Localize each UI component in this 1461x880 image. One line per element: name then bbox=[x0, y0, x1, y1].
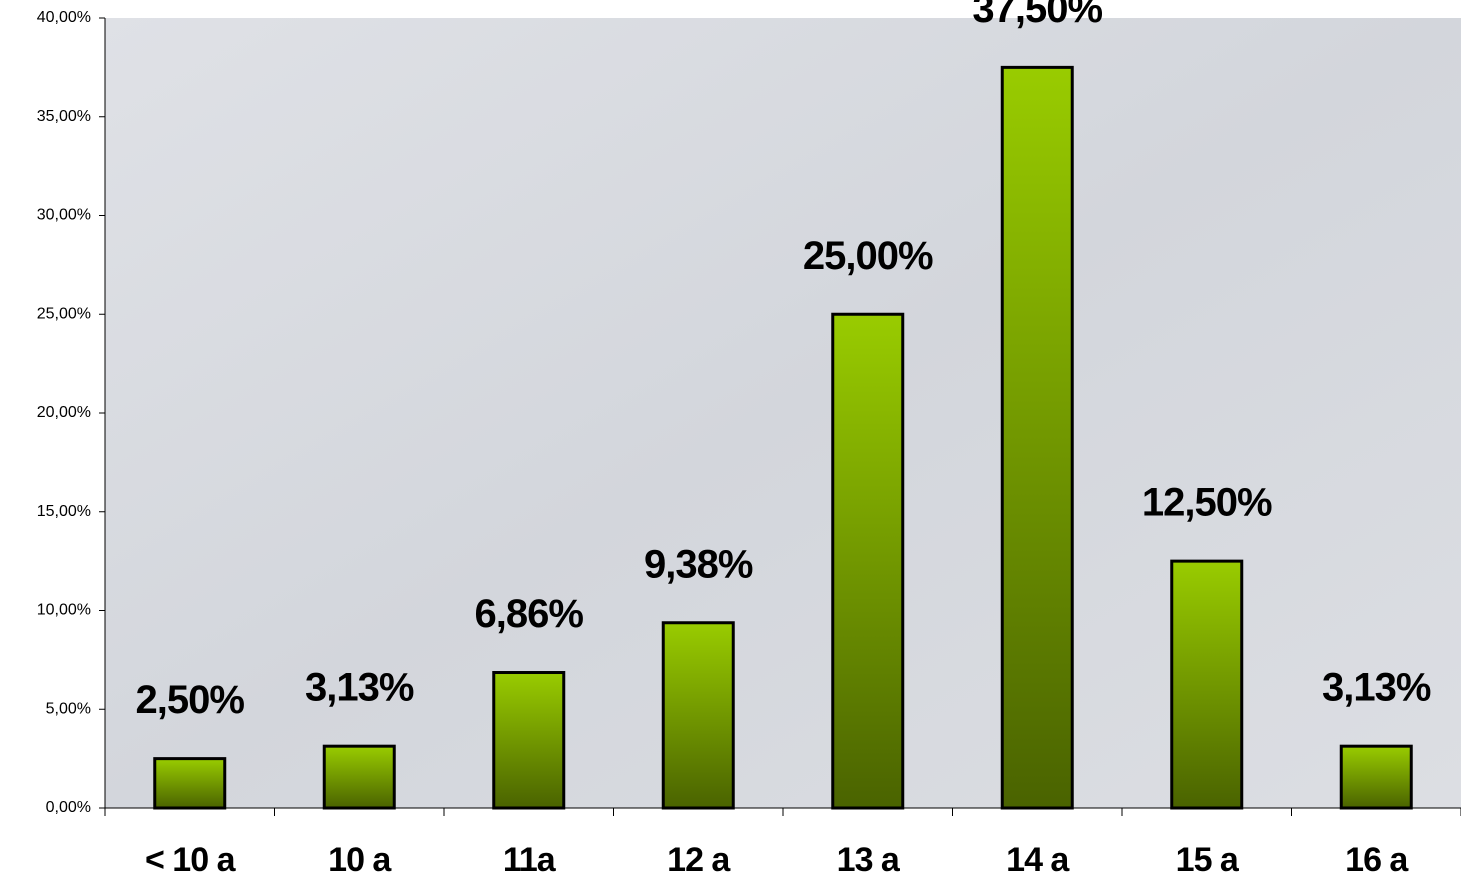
y-tick-label: 5,00% bbox=[46, 700, 91, 717]
bar bbox=[1002, 67, 1072, 808]
y-tick-label: 20,00% bbox=[37, 404, 91, 421]
x-tick-label: 10 a bbox=[328, 841, 392, 879]
x-tick-label: 13 a bbox=[837, 841, 901, 879]
value-label: 6,86% bbox=[475, 592, 584, 636]
bar bbox=[663, 623, 733, 808]
y-tick-label: 40,00% bbox=[37, 9, 91, 26]
bar bbox=[324, 746, 394, 808]
bar bbox=[1172, 561, 1242, 808]
bar bbox=[155, 759, 225, 808]
value-label: 3,13% bbox=[1322, 666, 1431, 710]
value-label: 3,13% bbox=[305, 666, 414, 710]
bar bbox=[1341, 746, 1411, 808]
y-tick-label: 0,00% bbox=[46, 799, 91, 816]
x-tick-label: 15 a bbox=[1176, 841, 1240, 879]
y-tick-label: 15,00% bbox=[37, 503, 91, 520]
y-tick-label: 25,00% bbox=[37, 305, 91, 322]
y-tick-label: 10,00% bbox=[37, 602, 91, 619]
x-tick-label: < 10 a bbox=[145, 841, 237, 879]
value-label: 12,50% bbox=[1142, 481, 1272, 525]
y-tick-label: 35,00% bbox=[37, 108, 91, 125]
bar bbox=[833, 314, 903, 808]
value-label: 25,00% bbox=[803, 234, 933, 278]
x-tick-label: 14 a bbox=[1006, 841, 1070, 879]
x-tick-label: 11a bbox=[503, 841, 557, 879]
value-label: 2,50% bbox=[136, 678, 245, 722]
x-tick-label: 16 a bbox=[1345, 841, 1409, 879]
bar bbox=[494, 673, 564, 808]
chart: 0,00% 5,00% 10,00% 15,00% 20,00% 25,00% 30,00%… bbox=[0, 0, 1461, 880]
value-label: 9,38% bbox=[644, 542, 753, 586]
y-tick-label: 30,00% bbox=[37, 207, 91, 224]
x-tick-label: 12 a bbox=[667, 841, 731, 879]
value-label: 37,50% bbox=[972, 0, 1102, 31]
